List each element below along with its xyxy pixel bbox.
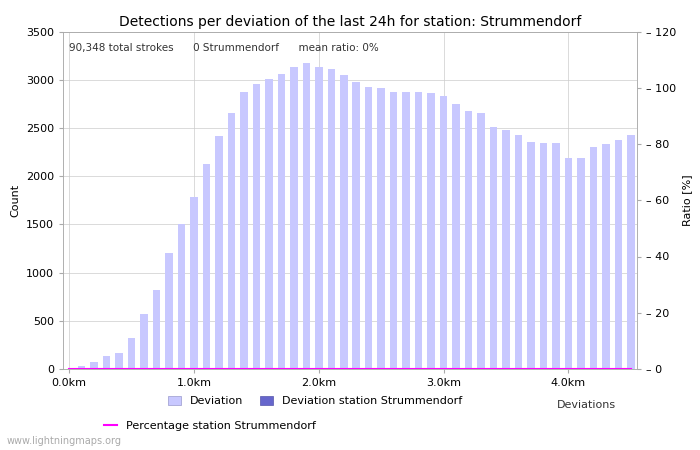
Bar	[402, 92, 410, 369]
Bar	[440, 96, 447, 369]
Bar	[128, 338, 135, 369]
Bar	[78, 366, 85, 369]
Bar	[203, 164, 210, 369]
Bar	[428, 93, 435, 369]
Bar	[103, 356, 111, 369]
Bar	[552, 144, 559, 369]
Bar	[602, 144, 610, 369]
Bar	[165, 253, 173, 369]
Bar	[328, 69, 335, 369]
Bar	[415, 92, 422, 369]
Title: Detections per deviation of the last 24h for station: Strummendorf: Detections per deviation of the last 24h…	[119, 15, 581, 29]
Bar	[615, 140, 622, 369]
Bar	[465, 111, 472, 369]
Y-axis label: Ratio [%]: Ratio [%]	[682, 175, 692, 226]
Bar	[565, 158, 572, 369]
Bar	[178, 225, 186, 369]
Bar	[390, 92, 398, 369]
Bar	[302, 63, 310, 369]
Bar	[278, 74, 285, 369]
Bar	[153, 290, 160, 369]
Bar	[490, 127, 497, 369]
Bar	[577, 158, 584, 369]
Bar	[365, 87, 372, 369]
Bar	[527, 142, 535, 369]
Bar	[502, 130, 510, 369]
Bar	[116, 353, 123, 369]
Y-axis label: Count: Count	[10, 184, 20, 217]
Bar	[540, 144, 547, 369]
Bar	[589, 147, 597, 369]
Bar	[141, 314, 148, 369]
Bar	[253, 84, 260, 369]
Bar	[90, 362, 98, 369]
Text: Deviations: Deviations	[557, 400, 616, 410]
Bar	[340, 75, 347, 369]
Bar	[353, 81, 360, 369]
Text: 90,348 total strokes      0 Strummendorf      mean ratio: 0%: 90,348 total strokes 0 Strummendorf mean…	[69, 43, 379, 53]
Bar	[514, 135, 522, 369]
Text: www.lightningmaps.org: www.lightningmaps.org	[7, 436, 122, 446]
Bar	[265, 79, 272, 369]
Bar	[215, 135, 223, 369]
Bar	[627, 135, 634, 369]
Bar	[240, 92, 248, 369]
Bar	[190, 198, 198, 369]
Bar	[315, 67, 323, 369]
Legend: Percentage station Strummendorf: Percentage station Strummendorf	[104, 421, 316, 431]
Bar	[228, 113, 235, 369]
Bar	[477, 113, 485, 369]
Bar	[290, 67, 298, 369]
Legend: Deviation, Deviation station Strummendorf: Deviation, Deviation station Strummendor…	[167, 396, 463, 406]
Bar	[452, 104, 460, 369]
Bar	[377, 88, 385, 369]
